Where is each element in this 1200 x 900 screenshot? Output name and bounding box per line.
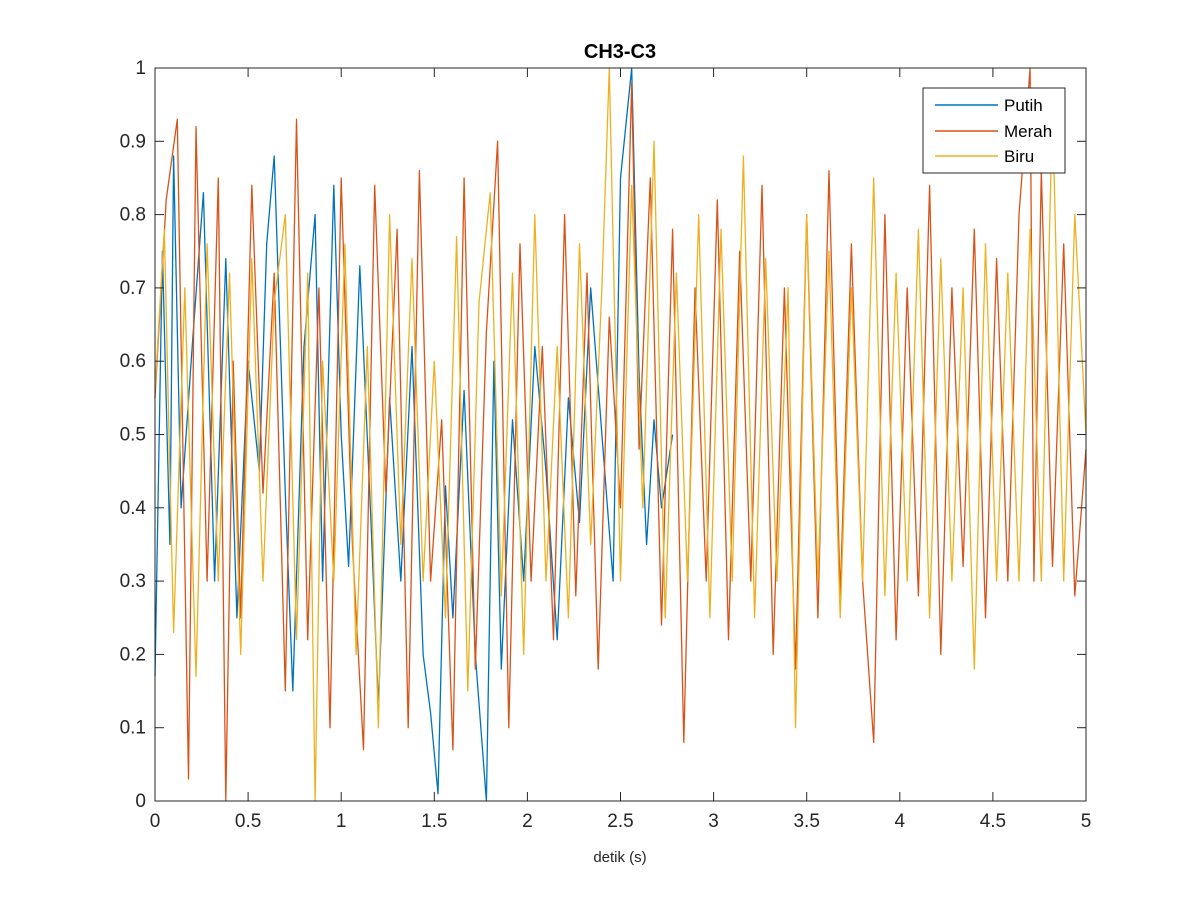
x-tick-label: 5 — [1081, 811, 1092, 832]
y-tick-label: 0.7 — [120, 278, 146, 299]
series-line-merah — [154, 67, 1087, 802]
x-tick-label: 4.5 — [980, 811, 1006, 832]
x-axis-label: detik (s) — [593, 849, 646, 866]
chart-title: CH3-C3 — [584, 41, 656, 63]
x-tick-label: 0.5 — [235, 811, 261, 832]
series-line-biru — [154, 67, 1087, 802]
y-tick-label: 0.3 — [120, 571, 146, 592]
legend-label-putih: Putih — [1004, 96, 1043, 115]
legend-label-biru: Biru — [1004, 147, 1034, 166]
x-tick-label: 4 — [895, 811, 906, 832]
y-tick-label: 0.5 — [120, 425, 146, 446]
legend-label-merah: Merah — [1004, 122, 1052, 141]
x-tick-label: 1.5 — [421, 811, 447, 832]
y-tick-label: 0.8 — [120, 205, 146, 226]
y-tick-label: 1 — [135, 58, 146, 79]
legend: Putih Merah Biru — [922, 87, 1066, 174]
y-tick-label: 0.1 — [120, 718, 146, 739]
x-tick-label: 1 — [336, 811, 347, 832]
x-tick-label: 2 — [522, 811, 533, 832]
x-tick-label: 3.5 — [793, 811, 819, 832]
y-tick-label: 0.4 — [120, 498, 147, 519]
y-tick-label: 0.2 — [120, 644, 146, 665]
x-tick-label: 0 — [150, 811, 161, 832]
y-tick-label: 0 — [135, 791, 146, 812]
y-tick-label: 0.9 — [120, 131, 146, 152]
series-line-putih — [154, 67, 674, 802]
y-tick-label: 0.6 — [120, 351, 146, 372]
x-tick-label: 3 — [708, 811, 719, 832]
series-group — [154, 67, 1087, 802]
x-tick-label: 2.5 — [607, 811, 633, 832]
ticks-group: 0 0.5 1 1.5 2 2.5 3 3.5 4 4.5 5 0 0.1 0.2 0.3 0.4 0.5 0.6… — [120, 58, 1092, 832]
